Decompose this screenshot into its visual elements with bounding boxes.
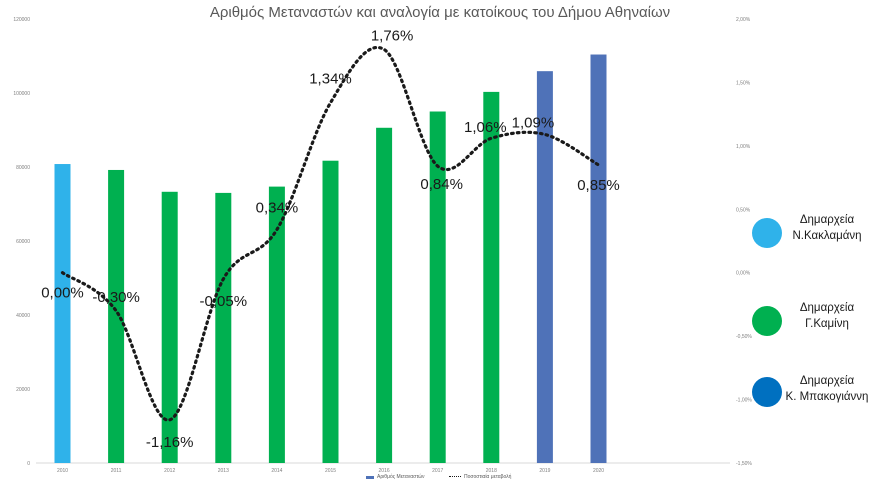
chart-title: Αριθμός Μεταναστών και αναλογία με κατοί… xyxy=(209,4,671,21)
x-axis-tick-label: 2020 xyxy=(593,468,604,474)
legend-label: Δημαρχεία Κ. Μπακογιάννη xyxy=(772,373,880,405)
x-axis-tick-label: 2019 xyxy=(539,468,550,474)
bar-2016 xyxy=(376,127,393,463)
legend-label-line1: Δημαρχεία xyxy=(799,302,855,314)
right-axis-tick-label: 0,50% xyxy=(736,207,751,213)
data-label-2016: 1,76% xyxy=(371,27,414,44)
x-axis-tick-label: 2017 xyxy=(432,468,443,474)
data-label-2013: -0,05% xyxy=(200,293,248,310)
legend-label-line2: Κ. Μπακογιάννη xyxy=(785,391,869,403)
legend-label-line2: Γ.Καμίνη xyxy=(805,318,849,330)
data-label-2010: 0,00% xyxy=(41,285,84,302)
data-label-2018: 1,06% xyxy=(464,119,507,136)
x-axis-tick-label: 2013 xyxy=(218,468,229,474)
x-axis-tick-label: 2011 xyxy=(111,468,122,474)
right-axis-tick-label: -1,50% xyxy=(736,461,752,467)
legend-circle xyxy=(752,218,782,248)
right-axis-tick-label: 1,00% xyxy=(736,144,751,150)
left-axis-tick-label: 20000 xyxy=(16,387,30,393)
right-axis-tick-label: -0,50% xyxy=(736,334,752,340)
bar-2011 xyxy=(108,169,125,463)
legend-line-swatch xyxy=(449,476,461,477)
legend-bar-label: Αριθμός Μεταναστών xyxy=(377,474,425,480)
left-axis-tick-label: 80000 xyxy=(16,165,30,171)
x-axis-tick-label: 2018 xyxy=(486,468,497,474)
bar-2012 xyxy=(161,191,178,464)
bar-2018 xyxy=(483,91,500,463)
bar-2015 xyxy=(322,160,339,463)
x-axis-tick-label: 2016 xyxy=(379,468,390,474)
right-axis-tick-label: 1,50% xyxy=(736,80,751,86)
legend-label-line2: Ν.Κακλαμάνη xyxy=(792,230,862,242)
data-label-2017: 0,84% xyxy=(420,176,463,193)
data-label-2011: -0,30% xyxy=(92,289,140,306)
legend-circle xyxy=(752,377,782,407)
data-label-2019: 1,09% xyxy=(512,114,555,131)
x-axis-tick-label: 2014 xyxy=(271,468,282,474)
left-axis-tick-label: 100000 xyxy=(13,91,30,97)
percentage-change-line xyxy=(60,45,601,422)
legend-label-line1: Δημαρχεία xyxy=(799,214,855,226)
data-label-2014: 0,34% xyxy=(256,200,299,217)
legend-label-line1: Δημαρχεία xyxy=(799,375,855,387)
data-label-2020: 0,85% xyxy=(577,177,620,194)
x-axis-tick-label: 2012 xyxy=(164,468,175,474)
right-axis-tick-label: 0,00% xyxy=(736,271,751,277)
x-axis-tick-label: 2015 xyxy=(325,468,336,474)
bar-2017 xyxy=(429,111,446,463)
left-axis-tick-label: 40000 xyxy=(16,313,30,319)
left-axis-tick-label: 60000 xyxy=(16,239,30,245)
left-axis-tick-label: 120000 xyxy=(13,17,30,23)
legend-circle xyxy=(752,306,782,336)
legend-label: Δημαρχεία Ν.Κακλαμάνη xyxy=(772,212,880,244)
right-axis-tick-label: -1,00% xyxy=(736,398,752,404)
left-axis-tick-label: 0 xyxy=(27,461,30,467)
data-label-2015: 1,34% xyxy=(309,71,352,88)
right-axis-tick-label: 2,00% xyxy=(736,17,751,23)
legend-bar-swatch xyxy=(366,476,374,479)
bar-2019 xyxy=(536,71,553,464)
bar-2014 xyxy=(268,186,285,464)
x-axis-tick-label: 2010 xyxy=(57,468,68,474)
legend-label: Δημαρχεία Γ.Καμίνη xyxy=(772,300,880,332)
legend-line-label: Ποσοστιαία μεταβολή xyxy=(464,474,512,480)
data-label-2012: -1,16% xyxy=(146,434,194,451)
bar-2013 xyxy=(215,192,232,463)
bar-2020 xyxy=(590,54,607,464)
bar-2010 xyxy=(54,164,71,464)
